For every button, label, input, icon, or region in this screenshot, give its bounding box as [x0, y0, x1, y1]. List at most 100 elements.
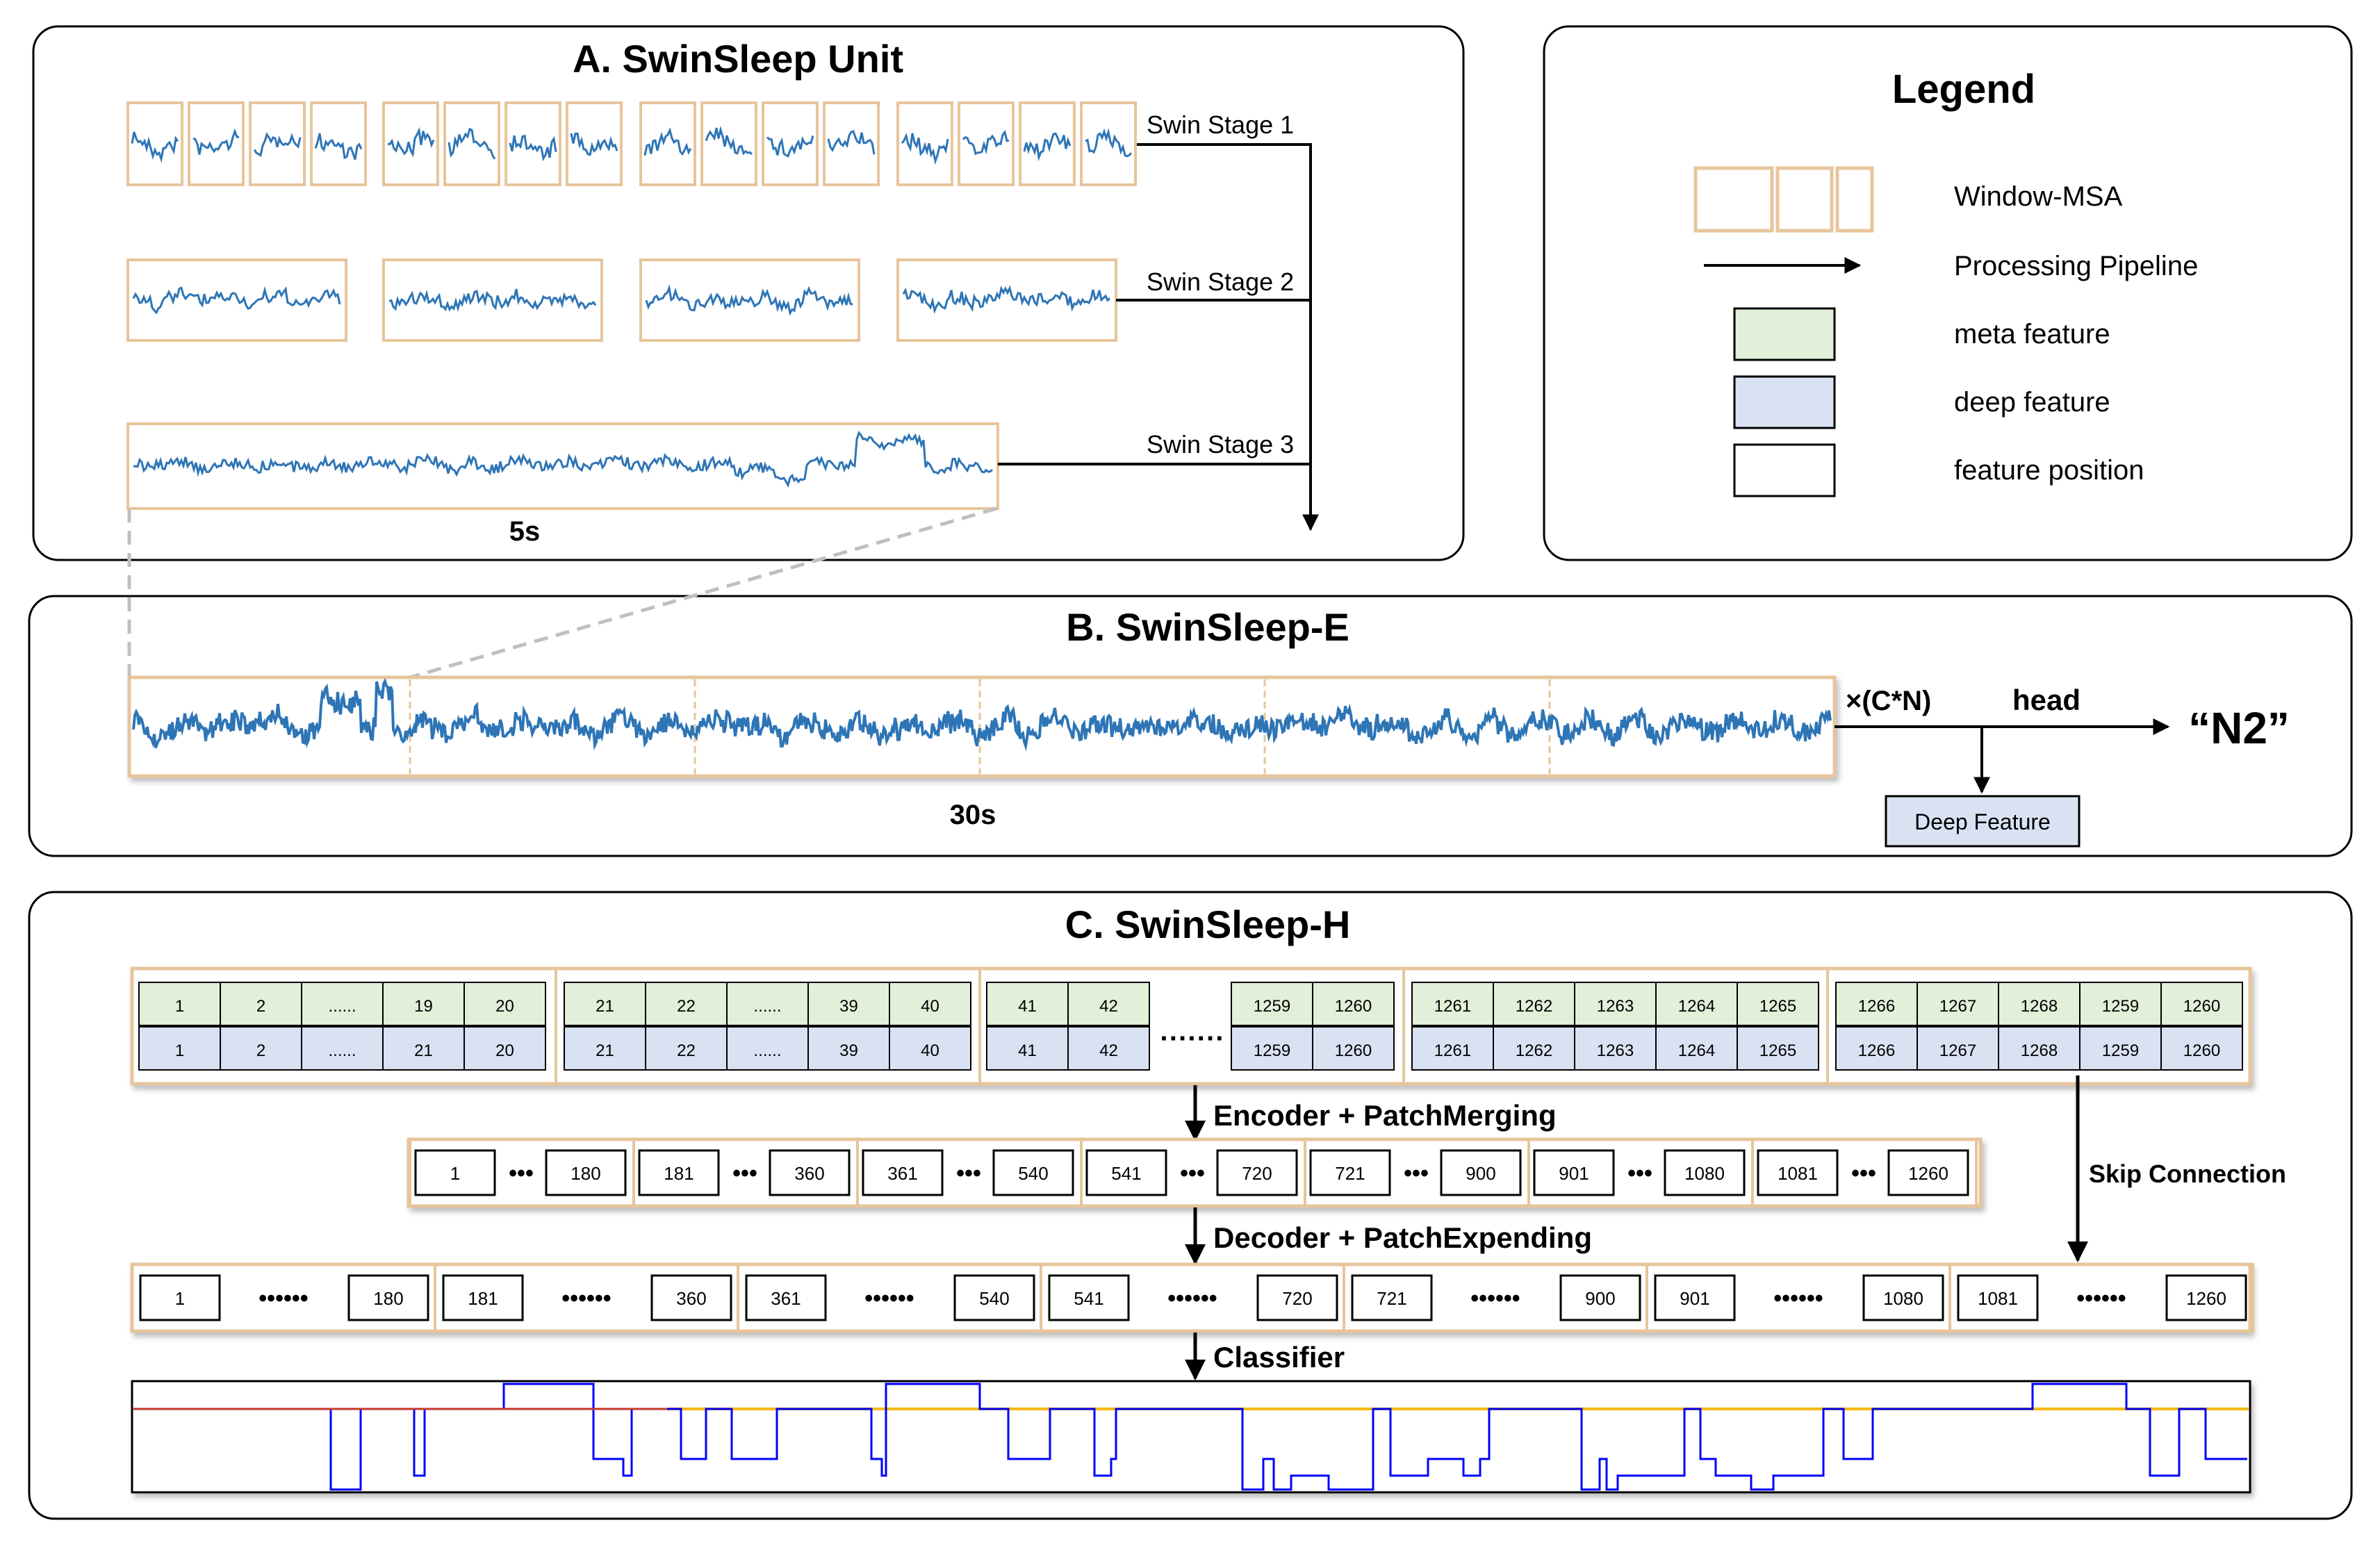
ellipsis-gap: ••••••	[1167, 1285, 1217, 1312]
meta-feature-label: 1261	[1434, 997, 1471, 1016]
swin-stage-1-windows	[126, 101, 1137, 186]
meta-feature-label: 42	[1099, 997, 1118, 1016]
position-box	[1085, 1149, 1167, 1196]
decoder-label: Decoder + PatchExpending	[1213, 1221, 1592, 1254]
deep-feature-label: 1266	[1858, 1041, 1895, 1060]
output-class-label: “N2”	[2188, 703, 2290, 753]
feature-sequence: 1 2...... 19 20 1 2...... 21 20 21 22...... 39 40 21…	[130, 966, 2252, 1086]
head-label: head	[2012, 684, 2081, 716]
position-label: 1260	[2186, 1288, 2226, 1309]
deep-feature-cell	[1493, 1026, 1575, 1071]
position-label: 900	[1585, 1288, 1615, 1309]
meta-feature-label: 19	[414, 997, 433, 1016]
deep-feature-label: 40	[921, 1041, 939, 1060]
ellipsis-gap: •••	[1627, 1160, 1652, 1187]
deep-feature-cell	[1835, 1026, 1918, 1071]
position-box	[745, 1274, 827, 1321]
ellipsis-gap: •••	[1404, 1160, 1429, 1187]
position-label: 720	[1282, 1288, 1312, 1309]
signal-trace	[133, 431, 993, 488]
deep-feature-cell	[1655, 1026, 1738, 1071]
legend-title: Legend	[1892, 67, 2035, 112]
meta-feature-cell	[2160, 982, 2243, 1026]
deep-feature-label: 42	[1099, 1041, 1118, 1060]
encoder-sequence: 1 ••• 180 181 ••• 360 361 ••• 540 541 ••• 720 721 •••…	[407, 1137, 1983, 1208]
swin-stage-3-window	[126, 422, 999, 510]
deep-feature-label: 1261	[1434, 1041, 1471, 1060]
ellipsis-gap: ••••••	[561, 1285, 611, 1312]
ellipsis-gap: ••••••	[2076, 1285, 2126, 1312]
meta-feature-cell	[463, 982, 546, 1026]
position-label: 1	[175, 1288, 185, 1309]
meta-feature-label: 22	[677, 997, 696, 1016]
deep-feature-cell	[807, 1026, 890, 1071]
signal-trace	[570, 132, 618, 156]
position-box	[769, 1149, 851, 1196]
signal-trace	[705, 125, 753, 156]
meta-feature-label: 1	[175, 997, 184, 1016]
stage1-label: Swin Stage 1	[1147, 110, 1294, 139]
position-label: 1080	[1684, 1163, 1725, 1184]
signal-trace	[962, 129, 1010, 156]
position-label: 180	[373, 1288, 403, 1309]
ellipsis-gap: ·······	[1160, 1023, 1224, 1054]
meta-feature-label: 1267	[1939, 997, 1976, 1016]
zoom-guide-right	[409, 506, 997, 679]
deep-feature-cell	[645, 1026, 728, 1071]
position-box	[1757, 1149, 1839, 1196]
position-label: 721	[1335, 1163, 1365, 1184]
deep-feature-label: 1260	[2183, 1041, 2220, 1060]
ellipsis-gap: ••••••	[864, 1285, 914, 1312]
position-box	[1048, 1274, 1130, 1321]
signal-trace	[509, 134, 557, 162]
position-label: 1	[450, 1163, 460, 1184]
legend-label-meta: meta feature	[1954, 319, 2110, 349]
deep-feature-cell	[2160, 1026, 2243, 1071]
position-box	[414, 1149, 496, 1196]
deep-feature-label: ......	[753, 1041, 781, 1060]
ellipsis-gap: ••••••	[1470, 1285, 1520, 1312]
position-label: 541	[1074, 1288, 1103, 1309]
signal-trace	[132, 286, 341, 315]
ellipsis-gap: ••••••	[258, 1285, 308, 1312]
signal-trace	[645, 284, 853, 316]
ellipsis-gap: •••	[956, 1160, 981, 1187]
deep-feature-cell	[301, 1026, 384, 1071]
meta-feature-cell	[726, 982, 809, 1026]
position-box	[650, 1274, 732, 1321]
deep-feature-cell	[889, 1026, 971, 1071]
position-box	[545, 1149, 627, 1196]
meta-feature-label: 1264	[1678, 997, 1715, 1016]
window-msa-box	[896, 258, 1117, 342]
deep-feature-label: 1262	[1516, 1041, 1552, 1060]
position-label: 1081	[1778, 1163, 1818, 1184]
meta-feature-label: 20	[495, 997, 514, 1016]
legend-label-deep: deep feature	[1954, 387, 2110, 418]
position-label: 540	[979, 1288, 1009, 1309]
meta-feature-cell	[138, 982, 221, 1026]
ellipsis-gap: •••	[732, 1160, 757, 1187]
stage3-label: Swin Stage 3	[1147, 430, 1294, 459]
encoder-label: Encoder + PatchMerging	[1213, 1099, 1557, 1132]
legend-label-window-msa: Window-MSA	[1954, 181, 2123, 212]
deep-feature-cell	[1998, 1026, 2081, 1071]
classifier-label: Classifier	[1213, 1341, 1345, 1374]
window-msa-box	[958, 101, 1015, 186]
meta-feature-cell	[1411, 982, 1494, 1026]
meta-feature-cell	[1655, 982, 1738, 1026]
window-msa-box	[639, 101, 696, 186]
signal-trace	[314, 133, 363, 160]
hypnogram	[131, 1380, 2251, 1494]
meta-feature-cell	[889, 982, 971, 1026]
deep-feature-label: 1259	[2102, 1041, 2139, 1060]
position-label: 361	[887, 1163, 917, 1184]
position-label: 901	[1559, 1163, 1589, 1184]
meta-feature-label: 21	[596, 997, 614, 1016]
white-box-icon	[1733, 443, 1836, 497]
legend-label-pipeline: Processing Pipeline	[1954, 251, 2198, 281]
position-label: 720	[1242, 1163, 1272, 1184]
meta-feature-label: 41	[1018, 997, 1037, 1016]
deep-feature-label: 2	[256, 1041, 265, 1060]
deep-feature-label: 1259	[1254, 1041, 1290, 1060]
window-msa-box	[896, 101, 953, 186]
